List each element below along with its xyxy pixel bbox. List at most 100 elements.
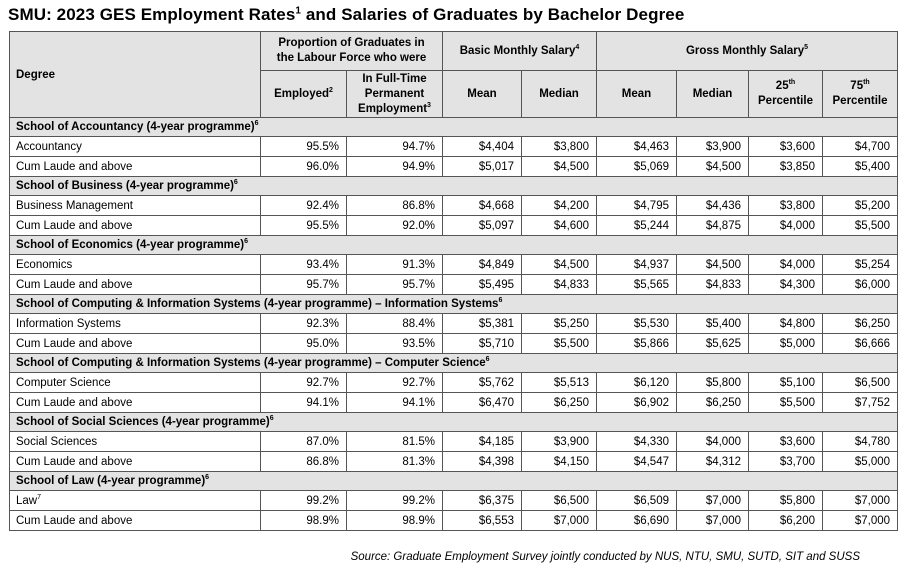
employed-cell: 96.0% (260, 156, 347, 177)
basic-median-column-header: Median (521, 70, 597, 118)
fulltime-cell: 94.7% (346, 136, 443, 157)
table-body: School of Accountancy (4-year programme)… (8, 117, 899, 531)
basic-median-cell: $5,513 (521, 372, 597, 393)
p25-cell: $5,500 (748, 392, 823, 413)
basic-salary-group-header: Basic Monthly Salary4 (442, 31, 597, 71)
employed-cell: 92.4% (260, 195, 347, 216)
employed-cell: 93.4% (260, 254, 347, 275)
degree-cell: Cum Laude and above (9, 333, 261, 354)
gross-median-cell: $4,875 (676, 215, 749, 236)
table-header: Degree Proportion of Graduates in the Lab… (9, 31, 899, 118)
gross-mean-cell: $4,463 (596, 136, 677, 157)
p75-cell: $6,666 (821, 333, 899, 354)
gross-mean-cell: $6,509 (596, 490, 677, 511)
gross-median-cell: $4,833 (676, 274, 749, 295)
gross-mean-cell: $5,565 (596, 274, 677, 295)
degree-column-header: Degree (9, 31, 261, 118)
table-row: Cum Laude and above 98.9% 98.9% $6,553 $7,00… (9, 510, 899, 531)
fulltime-cell: 86.8% (346, 195, 443, 216)
school-header-row: School of Computing & Information System… (8, 294, 899, 314)
p75-cell: $5,200 (821, 195, 899, 216)
table-row: Cum Laude and above 94.1% 94.1% $6,470 $6,25… (9, 392, 899, 413)
p75-cell: $5,254 (821, 254, 899, 275)
employed-cell: 95.7% (260, 274, 347, 295)
degree-cell: Accountancy (9, 136, 261, 157)
employment-salary-table: Degree Proportion of Graduates in the Lab… (8, 31, 899, 531)
degree-name: Social Sciences (16, 435, 98, 448)
p75-cell: $4,780 (821, 431, 899, 452)
gross-median-cell: $7,000 (676, 490, 749, 511)
table-row: Accountancy 95.5% 94.7% $4,404 $3,800 $4,463 $… (9, 136, 899, 157)
fulltime-cell: 94.1% (346, 392, 443, 413)
table-row: Cum Laude and above 96.0% 94.9% $5,017 $4,50… (9, 156, 899, 177)
p75-cell: $7,000 (821, 490, 899, 511)
degree-name: Business Management (16, 199, 133, 212)
p25-cell: $3,600 (748, 136, 823, 157)
degree-name: Cum Laude and above (16, 514, 133, 527)
p25-cell: $4,300 (748, 274, 823, 295)
school-footnote-marker: 6 (254, 120, 259, 128)
degree-name: Cum Laude and above (16, 278, 133, 291)
fulltime-cell: 92.0% (346, 215, 443, 236)
school-header-row: School of Business (4-year programme)6 (8, 176, 899, 196)
gross-mean-cell: $5,069 (596, 156, 677, 177)
gross-mean-cell: $6,690 (596, 510, 677, 531)
p25-cell: $3,800 (748, 195, 823, 216)
gross-median-cell: $6,250 (676, 392, 749, 413)
school-name: School of Accountancy (4-year programme)… (8, 117, 899, 137)
gross-mean-cell: $4,330 (596, 431, 677, 452)
employed-cell: 92.7% (260, 372, 347, 393)
degree-cell: Information Systems (9, 313, 261, 334)
degree-cell: Cum Laude and above (9, 274, 261, 295)
basic-mean-column-header: Mean (442, 70, 522, 118)
basic-mean-cell: $5,017 (442, 156, 522, 177)
p75-cell: $7,000 (821, 510, 899, 531)
p25-cell: $4,000 (748, 215, 823, 236)
degree-name: Cum Laude and above (16, 455, 133, 468)
basic-mean-cell: $5,495 (442, 274, 522, 295)
table-row: Computer Science 92.7% 92.7% $5,762 $5,513 $6… (9, 372, 899, 393)
fulltime-cell: 98.9% (346, 510, 443, 531)
basic-median-cell: $6,250 (521, 392, 597, 413)
basic-mean-cell: $4,185 (442, 431, 522, 452)
school-footnote-marker: 6 (205, 474, 210, 482)
table-row: Cum Laude and above 86.8% 81.3% $4,398 $4,15… (9, 451, 899, 472)
table-row: Information Systems 92.3% 88.4% $5,381 $5,25… (9, 313, 899, 334)
table-row: Cum Laude and above 95.0% 93.5% $5,710 $5,50… (9, 333, 899, 354)
school-name: School of Business (4-year programme)6 (8, 176, 899, 196)
gross-mean-cell: $5,530 (596, 313, 677, 334)
school-footnote-marker: 6 (244, 238, 249, 246)
table-row: Cum Laude and above 95.7% 95.7% $5,495 $4,83… (9, 274, 899, 295)
gross-mean-cell: $5,244 (596, 215, 677, 236)
employed-cell: 99.2% (260, 490, 347, 511)
school-name-text: School of Law (4-year programme) (16, 475, 206, 487)
degree-cell: Cum Laude and above (9, 392, 261, 413)
degree-name: Computer Science (16, 376, 111, 389)
p75-cell: $4,700 (821, 136, 899, 157)
basic-median-cell: $7,000 (521, 510, 597, 531)
fulltime-cell: 88.4% (346, 313, 443, 334)
gross-median-cell: $3,900 (676, 136, 749, 157)
school-name: School of Economics (4-year programme)6 (8, 235, 899, 255)
fulltime-cell: 95.7% (346, 274, 443, 295)
school-name-text: School of Accountancy (4-year programme) (16, 121, 255, 133)
gross-mean-cell: $6,120 (596, 372, 677, 393)
employed-cell: 94.1% (260, 392, 347, 413)
degree-name: Information Systems (16, 317, 121, 330)
p75-cell: $7,752 (821, 392, 899, 413)
title-text-b: and Salaries of Graduates by Bachelor De… (301, 5, 685, 24)
title-footnote-marker: 1 (295, 5, 302, 17)
table-row: Cum Laude and above 95.5% 92.0% $5,097 $4,60… (9, 215, 899, 236)
school-header-row: School of Law (4-year programme)6 (8, 471, 899, 491)
p25-cell: $3,600 (748, 431, 823, 452)
fulltime-cell: 99.2% (346, 490, 443, 511)
school-name: School of Computing & Information System… (8, 353, 899, 373)
gross-median-cell: $5,625 (676, 333, 749, 354)
table-row: Business Management 92.4% 86.8% $4,668 $4,20… (9, 195, 899, 216)
gross-median-cell: $4,312 (676, 451, 749, 472)
basic-median-cell: $6,500 (521, 490, 597, 511)
school-footnote-marker: 6 (485, 356, 490, 364)
school-name: School of Computing & Information System… (8, 294, 899, 314)
basic-median-cell: $5,500 (521, 333, 597, 354)
percentile-75-column-header: 75th Percentile (821, 70, 899, 118)
